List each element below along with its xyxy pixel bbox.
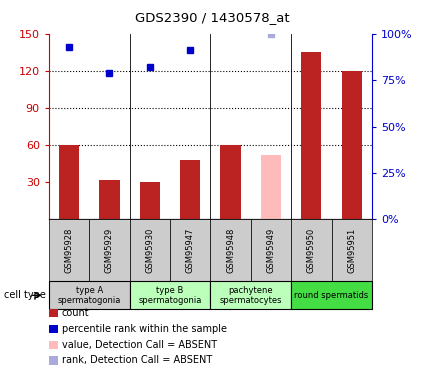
Text: GSM95928: GSM95928 [65, 228, 74, 273]
Text: count: count [62, 308, 89, 318]
Text: GSM95949: GSM95949 [266, 228, 275, 273]
Text: type A
spermatogonia: type A spermatogonia [57, 286, 121, 305]
Text: GSM95929: GSM95929 [105, 228, 114, 273]
Text: GSM95950: GSM95950 [307, 228, 316, 273]
Text: GSM95930: GSM95930 [145, 228, 154, 273]
Text: percentile rank within the sample: percentile rank within the sample [62, 324, 227, 334]
Text: pachytene
spermatocytes: pachytene spermatocytes [219, 286, 282, 305]
Bar [99, 180, 119, 219]
Text: GDS2390 / 1430578_at: GDS2390 / 1430578_at [135, 11, 290, 24]
Text: cell type: cell type [4, 290, 46, 300]
Text: GSM95947: GSM95947 [186, 228, 195, 273]
Bar [59, 145, 79, 219]
Bar [342, 71, 362, 219]
Bar [180, 160, 200, 219]
Text: GSM95948: GSM95948 [226, 228, 235, 273]
Bar [140, 182, 160, 219]
Text: type B
spermatogonia: type B spermatogonia [138, 286, 202, 305]
Text: value, Detection Call = ABSENT: value, Detection Call = ABSENT [62, 340, 217, 350]
Text: GSM95951: GSM95951 [347, 228, 356, 273]
Bar [221, 145, 241, 219]
Text: rank, Detection Call = ABSENT: rank, Detection Call = ABSENT [62, 356, 212, 365]
Text: round spermatids: round spermatids [295, 291, 368, 300]
Bar [261, 155, 281, 219]
Bar [301, 53, 321, 219]
